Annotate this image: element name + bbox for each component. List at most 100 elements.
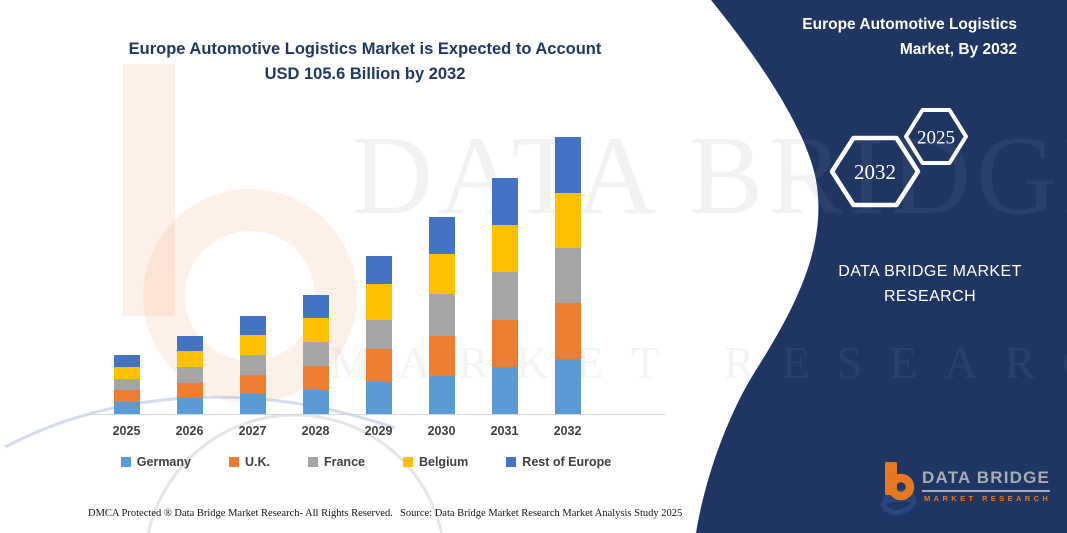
bar-stack-2031 (491, 178, 518, 414)
bar-segment-2028-belgium (302, 318, 329, 343)
watermark-gray-ring (146, 413, 444, 533)
bar-segment-2028-u-k- (302, 366, 329, 391)
chart-legend: Germany U.K. France Belgium Rest of Europe (36, 455, 696, 469)
bar-segment-2030-france (428, 294, 455, 336)
legend-item-france: France (307, 455, 365, 469)
chart-title: Europe Automotive Logistics Market is Ex… (70, 37, 660, 87)
panel-title: Europe Automotive Logistics Market, By 2… (727, 12, 1017, 62)
bar-stack-2026 (176, 335, 203, 414)
x-tick-label-2030: 2030 (427, 424, 456, 438)
legend-item-belgium: Belgium (402, 455, 469, 469)
x-tick-label-2028: 2028 (301, 424, 330, 438)
legend-label: France (323, 455, 365, 469)
bar-segment-2027-france (239, 354, 266, 375)
bar-segment-2028-rest-of-europe (302, 294, 329, 319)
bar-segment-2025-belgium (113, 366, 140, 379)
bar-segment-2029-u-k- (365, 349, 392, 383)
legend-swatch-icon (506, 457, 517, 467)
hexagon-2032 (829, 135, 921, 208)
bar-stack-2029 (365, 255, 392, 414)
bar-segment-2027-u-k- (239, 374, 266, 395)
bar-segment-2026-france (176, 366, 203, 383)
x-tick-label-2029: 2029 (364, 424, 393, 438)
x-tick-label-2025: 2025 (112, 424, 141, 438)
data-bridge-logo-icon (878, 462, 920, 515)
footer-source-text: Source: Data Bridge Market Research Mark… (400, 508, 683, 519)
bar-segment-2026-u-k- (176, 382, 203, 399)
bar-segment-2031-germany (491, 366, 518, 414)
legend-swatch-icon (402, 457, 413, 467)
legend-label: Belgium (418, 455, 469, 469)
bar-stack-2025 (113, 355, 140, 414)
bar-stack-2030 (428, 217, 455, 414)
bar-segment-2029-france (365, 320, 392, 350)
bar-column-2028 (284, 114, 347, 414)
bar-segment-2029-rest-of-europe (365, 255, 392, 285)
legend-item-germany: Germany (120, 455, 191, 469)
bar-segment-2032-belgium (554, 192, 581, 249)
bar-column-2029 (347, 114, 410, 414)
bar-segment-2026-belgium (176, 351, 203, 367)
chart-title-line2: USD 105.6 Billion by 2032 (264, 65, 466, 83)
bar-segment-2030-rest-of-europe (428, 217, 455, 255)
bar-segment-2027-belgium (239, 335, 266, 355)
bar-segment-2029-germany (365, 382, 392, 414)
x-tick-label-2032: 2032 (553, 424, 582, 438)
legend-label: Germany (136, 455, 191, 469)
legend-label: U.K. (244, 455, 270, 469)
x-tick-label-2027: 2027 (238, 424, 267, 438)
panel-brand-text: DATA BRIDGE MARKET RESEARCH (820, 259, 1040, 309)
bar-column-2025 (95, 114, 158, 414)
bar-segment-2030-u-k- (428, 335, 455, 376)
bar-segment-2032-france (554, 248, 581, 304)
panel-brand-line1: DATA BRIDGE MARKET (838, 263, 1022, 280)
footer-dmca-text: DMCA Protected ® Data Bridge Market Rese… (88, 508, 393, 519)
panel-title-line1: Europe Automotive Logistics (802, 16, 1017, 33)
bar-column-2027 (221, 114, 284, 414)
legend-swatch-icon (228, 457, 239, 467)
bar-segment-2028-germany (302, 390, 329, 414)
x-axis-line (88, 414, 665, 415)
legend-swatch-icon (120, 457, 131, 467)
logo-wordmark: DATA BRIDGE (922, 468, 1051, 492)
bar-column-2032 (536, 114, 599, 414)
bar-column-2031 (473, 114, 536, 414)
bar-segment-2025-u-k- (113, 390, 140, 403)
bar-chart-plot-area (95, 114, 599, 414)
legend-label: Rest of Europe (522, 455, 612, 469)
legend-item-rest-of-europe: Rest of Europe (506, 455, 611, 469)
bar-segment-2027-rest-of-europe (239, 315, 266, 336)
bar-segment-2025-germany (113, 402, 140, 414)
bar-segment-2029-belgium (365, 284, 392, 321)
bar-stack-2032 (554, 137, 581, 414)
hexagon-2032-label: 2032 (854, 160, 896, 184)
bar-segment-2032-rest-of-europe (554, 137, 581, 193)
legend-item-u-k-: U.K. (228, 455, 270, 469)
logo-subtitle: MARKET RESEARCH (924, 494, 1052, 503)
legend-swatch-icon (307, 457, 318, 467)
bar-segment-2028-france (302, 342, 329, 367)
hexagon-2025 (904, 108, 968, 165)
bar-stack-2028 (302, 294, 329, 414)
bar-segment-2026-rest-of-europe (176, 335, 203, 352)
bar-segment-2030-germany (428, 375, 455, 414)
bar-segment-2026-germany (176, 398, 203, 414)
bar-segment-2032-u-k- (554, 303, 581, 359)
side-panel-polygon (696, 0, 1067, 533)
x-tick-label-2026: 2026 (175, 424, 204, 438)
chart-title-line1: Europe Automotive Logistics Market is Ex… (128, 40, 602, 58)
bar-segment-2031-belgium (491, 225, 518, 273)
bar-segment-2030-belgium (428, 254, 455, 295)
bar-column-2026 (158, 114, 221, 414)
watermark-b-stem (123, 64, 175, 316)
panel-title-line2: Market, By 2032 (899, 41, 1017, 58)
bar-stack-2027 (239, 315, 266, 414)
x-tick-label-2031: 2031 (490, 424, 519, 438)
bar-segment-2031-u-k- (491, 319, 518, 367)
year-hexagons: 2032 2025 (829, 108, 968, 208)
x-axis-tick-labels: 2025 2026 2027 2028 2029 2030 2031 2032 (95, 424, 599, 438)
bar-segment-2025-france (113, 378, 140, 391)
panel-brand-line2: RESEARCH (883, 288, 977, 305)
